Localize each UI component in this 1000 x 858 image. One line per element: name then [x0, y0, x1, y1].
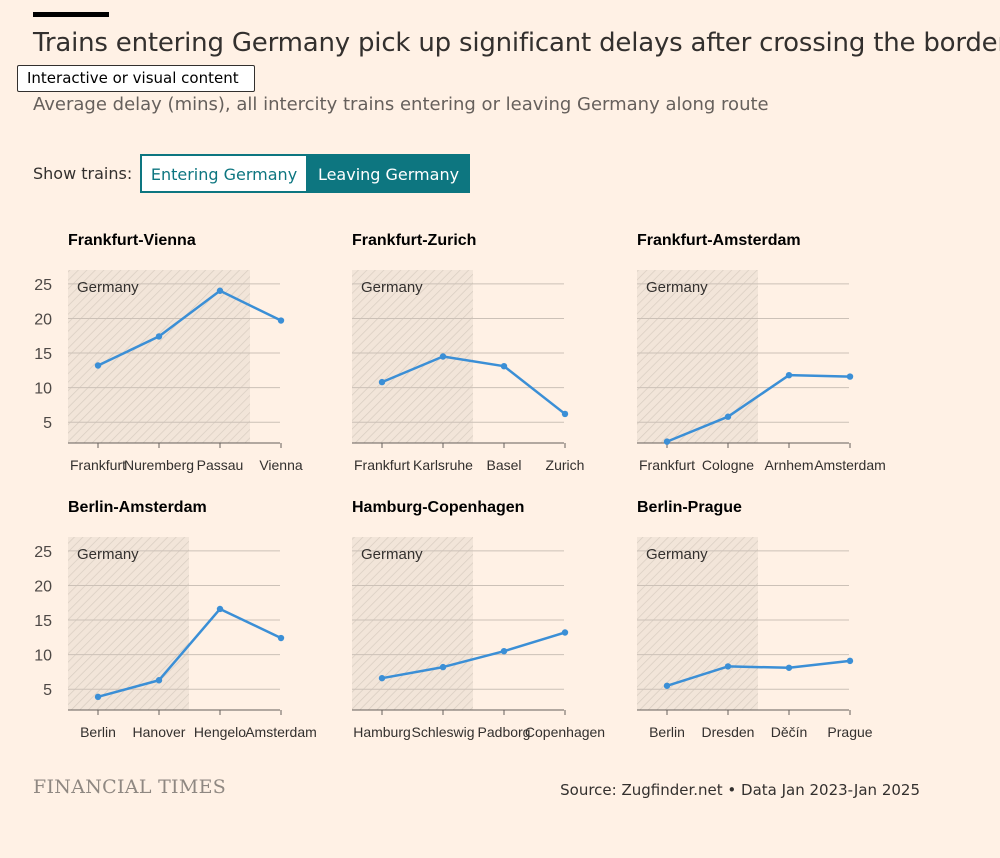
panel-berlin-prague: Berlin-Prague Germany Berlin Dresden Děčín Pr… — [637, 499, 873, 740]
x-tick-label: Prague — [827, 724, 872, 740]
data-point — [785, 664, 793, 671]
panel-title: Frankfurt-Vienna — [68, 232, 196, 249]
germany-region — [637, 270, 758, 443]
x-tick-label: Hamburg — [353, 724, 411, 740]
germany-label: Germany — [646, 546, 708, 563]
data-point — [94, 362, 102, 369]
ft-logo: FINANCIAL TIMES — [33, 776, 227, 798]
panel-frankfurt-zurich: Frankfurt-Zurich Germany Frankfurt Karlsruh… — [352, 232, 584, 473]
series-line — [666, 373, 851, 443]
germany-label: Germany — [77, 546, 139, 563]
data-point — [561, 410, 569, 418]
germany-label: Germany — [361, 279, 423, 296]
x-tick-label: Berlin — [649, 724, 685, 740]
x-tick-label: Děčín — [771, 724, 808, 740]
y-tick-label: 5 — [43, 682, 52, 699]
germany-region — [637, 537, 758, 710]
x-tick-label: Padborg — [478, 724, 531, 740]
y-tick-label: 25 — [34, 277, 52, 294]
y-tick-label: 20 — [34, 311, 52, 328]
data-point — [500, 647, 508, 655]
x-tick-label: Berlin — [80, 724, 116, 740]
x-tick-label: Karlsruhe — [413, 457, 473, 473]
series-line — [97, 607, 282, 699]
data-point — [378, 674, 386, 682]
y-tick-label: 20 — [34, 578, 52, 595]
data-point — [439, 663, 447, 671]
entering-germany-button[interactable]: Entering Germany — [140, 154, 308, 193]
source-note: Source: Zugfinder.net • Data Jan 2023-Ja… — [560, 781, 920, 799]
x-tick-label: Frankfurt — [70, 457, 126, 473]
panel-title: Berlin-Amsterdam — [68, 499, 207, 516]
series-line — [97, 289, 282, 367]
x-tick-label: Zurich — [546, 457, 585, 473]
panel-title: Berlin-Prague — [637, 499, 742, 516]
filter-label: Show trains: — [33, 164, 133, 183]
data-point — [94, 693, 102, 701]
data-point — [439, 353, 447, 360]
data-point — [846, 373, 854, 380]
y-tick-label: 15 — [34, 346, 52, 363]
y-tick-label: 10 — [34, 648, 52, 665]
y-tick-label: 15 — [34, 613, 52, 630]
chart-title: Trains entering Germany pick up signific… — [33, 28, 1000, 58]
data-point — [277, 317, 285, 324]
x-tick-label: Arnhem — [764, 457, 813, 473]
x-tick-label: Cologne — [702, 457, 754, 473]
panel-title: Hamburg-Copenhagen — [352, 499, 524, 516]
panel-title: Frankfurt-Amsterdam — [637, 232, 801, 249]
panel-berlin-amsterdam: Berlin-Amsterdam 5 10 15 20 25 Germany Berlin Ha… — [34, 499, 317, 740]
series-line — [381, 631, 566, 680]
germany-label: Germany — [646, 279, 708, 296]
data-point — [216, 287, 224, 294]
x-tick-label: Copenhagen — [525, 724, 605, 740]
germany-label: Germany — [361, 546, 423, 563]
chart-subtitle: Average delay (mins), all intercity trai… — [33, 94, 769, 115]
x-tick-label: Passau — [197, 457, 244, 473]
y-tick-label: 5 — [43, 415, 52, 432]
header-accent-bar — [33, 12, 109, 17]
data-point — [561, 629, 569, 636]
germany-region — [68, 537, 189, 710]
data-point — [785, 371, 793, 379]
x-tick-label: Nuremberg — [124, 457, 194, 473]
series-line — [381, 355, 566, 415]
y-tick-label: 10 — [34, 381, 52, 398]
x-tick-label: Vienna — [259, 457, 303, 473]
y-tick-label: 25 — [34, 544, 52, 561]
data-point — [724, 663, 732, 670]
panel-title: Frankfurt-Zurich — [352, 232, 476, 249]
data-point — [216, 605, 224, 613]
germany-label: Germany — [77, 279, 139, 296]
panel-frankfurt-amsterdam: Frankfurt-Amsterdam Germany Frankfurt Colog… — [637, 232, 886, 473]
x-tick-label: Frankfurt — [354, 457, 410, 473]
panel-hamburg-copenhagen: Hamburg-Copenhagen Germany Hamburg Schleswi… — [352, 499, 605, 740]
x-tick-label: Amsterdam — [245, 724, 317, 740]
interactive-content-tooltip: Interactive or visual content — [17, 65, 255, 92]
data-point — [663, 438, 671, 445]
data-point — [277, 634, 285, 642]
x-tick-label: Amsterdam — [814, 457, 886, 473]
data-point — [663, 682, 671, 689]
data-point — [724, 413, 732, 420]
x-tick-label: Dresden — [702, 724, 755, 740]
germany-region — [352, 270, 473, 443]
data-point — [846, 657, 854, 665]
data-point — [500, 362, 508, 370]
x-tick-label: Hanover — [133, 724, 186, 740]
x-tick-label: Schleswig — [411, 724, 474, 740]
germany-region — [352, 537, 473, 710]
leaving-germany-button[interactable]: Leaving Germany — [307, 154, 470, 193]
data-point — [378, 378, 386, 386]
data-point — [155, 333, 163, 340]
x-tick-label: Basel — [486, 457, 521, 473]
series-line — [666, 659, 851, 687]
panel-frankfurt-vienna: Frankfurt-Vienna 5 10 15 20 25 Germany Frankfur… — [34, 232, 303, 473]
x-tick-label: Hengelo — [194, 724, 246, 740]
germany-region — [68, 270, 250, 443]
data-point — [155, 677, 163, 684]
x-tick-label: Frankfurt — [639, 457, 695, 473]
